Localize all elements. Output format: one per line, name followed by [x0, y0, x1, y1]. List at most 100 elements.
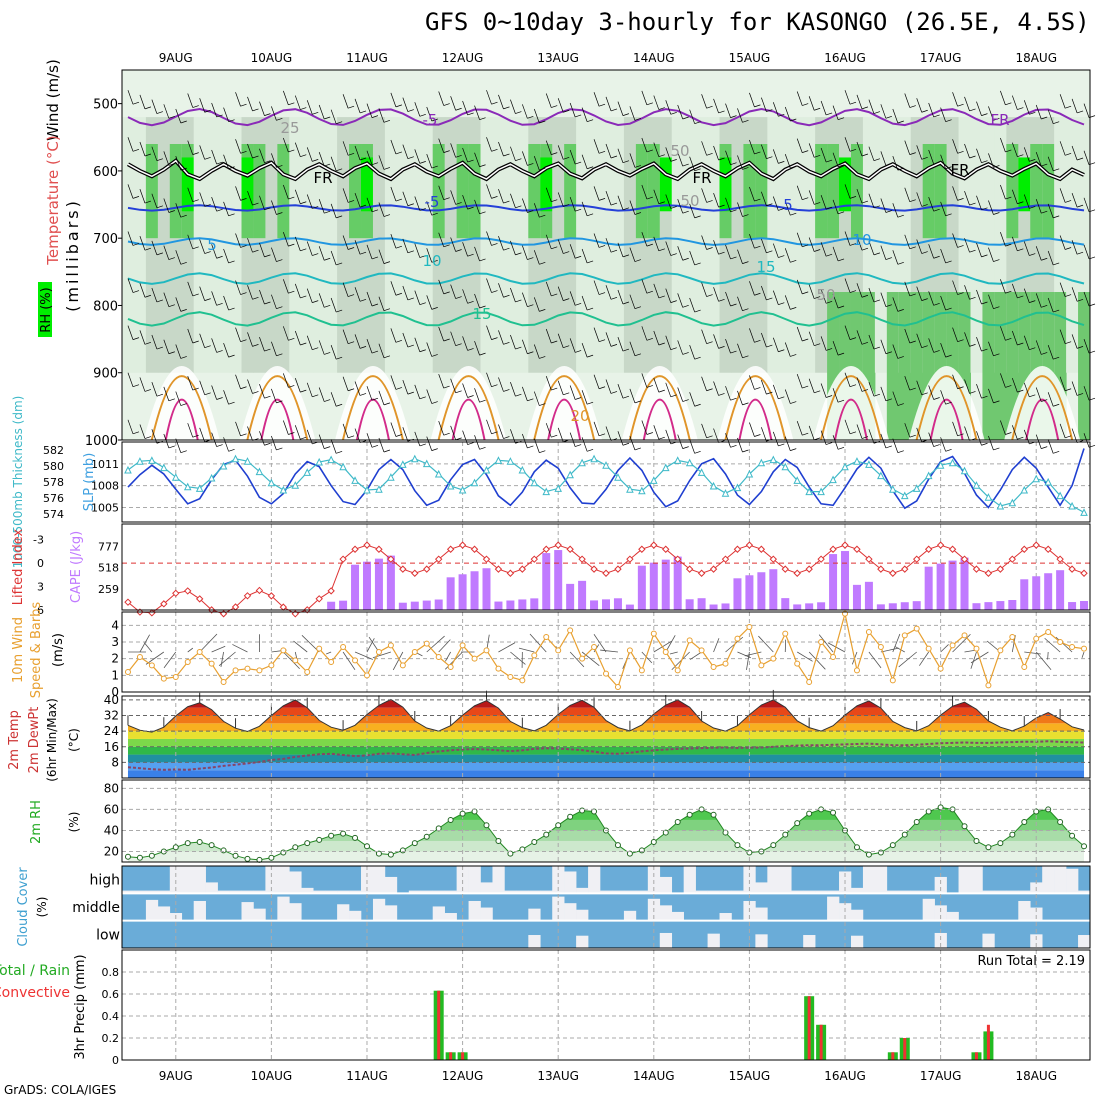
wind-barb	[689, 345, 695, 360]
wind-barb	[832, 105, 839, 120]
cloud-cell	[755, 907, 768, 921]
wind-barb-flag	[742, 449, 749, 453]
li-marker	[255, 586, 264, 595]
cloud-cell	[922, 898, 935, 921]
wind-barb	[294, 142, 301, 157]
wind-barb-flag	[527, 351, 534, 355]
wind-barb	[438, 232, 445, 247]
wind-barb-flag	[324, 210, 331, 214]
thickness-marker	[506, 457, 515, 465]
wind-barb	[1083, 150, 1090, 165]
rh-marker	[208, 842, 215, 849]
thickness-marker	[614, 473, 622, 481]
cloud-label-2: (%)	[35, 897, 49, 918]
wind-barb-flag	[503, 342, 510, 345]
cloud-cell	[384, 905, 398, 921]
wind-barb-flag	[264, 348, 271, 352]
isotherm-line	[127, 272, 1085, 285]
wind-barb-flag	[347, 200, 355, 203]
li-marker	[996, 565, 1005, 573]
cape-bar	[590, 600, 599, 610]
temp-label-1: 2m Temp	[7, 710, 22, 770]
wind-barb	[522, 151, 528, 166]
rh-marker	[877, 849, 884, 856]
wind-barb	[725, 103, 731, 118]
wind-barb-flag	[778, 302, 785, 305]
wind-barb-flag	[598, 150, 606, 154]
wind-barb-flag	[861, 389, 869, 392]
wind-barb	[498, 236, 504, 251]
wind-barb-flag	[431, 165, 438, 169]
wind-barb-flag	[204, 157, 211, 160]
wind-barb-flag	[180, 261, 187, 265]
wind-barb-flag	[921, 298, 928, 301]
wind-barb	[749, 234, 755, 249]
isotherm-line	[127, 311, 1085, 327]
thickness-marker	[422, 459, 431, 468]
wind-barb-flag	[180, 214, 187, 218]
wind-barb	[772, 337, 779, 352]
wind-barb	[354, 240, 361, 255]
wind-barb	[892, 438, 899, 453]
wind-barb-10m	[600, 649, 618, 653]
wind-barb	[175, 344, 182, 359]
wind-barb-flag	[276, 212, 283, 215]
li-marker	[673, 555, 682, 563]
cloud-cell	[540, 890, 553, 894]
wind-barb-flag	[766, 203, 773, 207]
wind-barb-flag	[897, 309, 904, 312]
wind-barb	[964, 96, 970, 112]
wind-barb-flag	[192, 434, 199, 438]
cloud-cell	[456, 866, 469, 894]
thickness-marker	[745, 469, 754, 478]
wind-barb	[462, 242, 468, 257]
wind-speed-marker	[304, 669, 311, 675]
rh-band	[301, 117, 314, 373]
wind-barb-flag	[204, 204, 211, 207]
rh-band-low	[982, 292, 995, 440]
wind-barb	[988, 106, 994, 121]
wind-barb-flag	[407, 344, 414, 348]
cloud-cell	[253, 908, 266, 921]
wind-barb	[701, 141, 707, 156]
wind-barb	[199, 333, 206, 348]
wind-barb	[127, 90, 134, 105]
wind-barb-flag	[312, 111, 319, 115]
rh-band-low	[1078, 292, 1091, 440]
wind-barb	[187, 234, 194, 249]
cape-bar	[542, 553, 551, 610]
thickness-marker	[351, 476, 359, 484]
li-marker	[650, 541, 658, 549]
legend-convective: Convective	[0, 985, 70, 1001]
wind-barb-flag	[419, 349, 426, 353]
wind-barb	[235, 92, 241, 107]
wind-barb-flag	[1053, 450, 1060, 454]
wind-barb	[868, 146, 875, 161]
wind-speed-marker	[925, 645, 932, 652]
cloud-label: Cloud Cover	[16, 867, 31, 947]
wind-barb-flag	[969, 155, 976, 159]
wind-barb-flag	[467, 253, 474, 257]
wind-barb	[1047, 345, 1054, 360]
wind-barb	[247, 190, 253, 206]
wind-barb-flag	[802, 197, 809, 201]
wind-barb-flag	[276, 306, 283, 310]
li-marker	[506, 569, 515, 577]
isotherm-25	[628, 375, 691, 441]
wind-barb	[306, 100, 313, 115]
wind-barb	[749, 139, 755, 155]
cloud-cell	[432, 906, 445, 921]
wind-speed-marker	[160, 675, 167, 682]
rh-marker	[268, 854, 275, 861]
wind-barb-flag	[766, 250, 773, 254]
wind-barb-flag	[754, 198, 761, 202]
cloud-cell	[241, 890, 254, 894]
wind-barb-flag	[443, 244, 450, 248]
legend-wind: Wind (m/s)	[44, 59, 62, 141]
li-marker	[913, 555, 921, 563]
rh-marker	[543, 831, 550, 838]
date-label-bottom: 11AUG	[346, 1069, 388, 1083]
wind-barb	[868, 334, 875, 350]
cape-bar	[673, 556, 682, 610]
wind-barb	[796, 421, 803, 436]
